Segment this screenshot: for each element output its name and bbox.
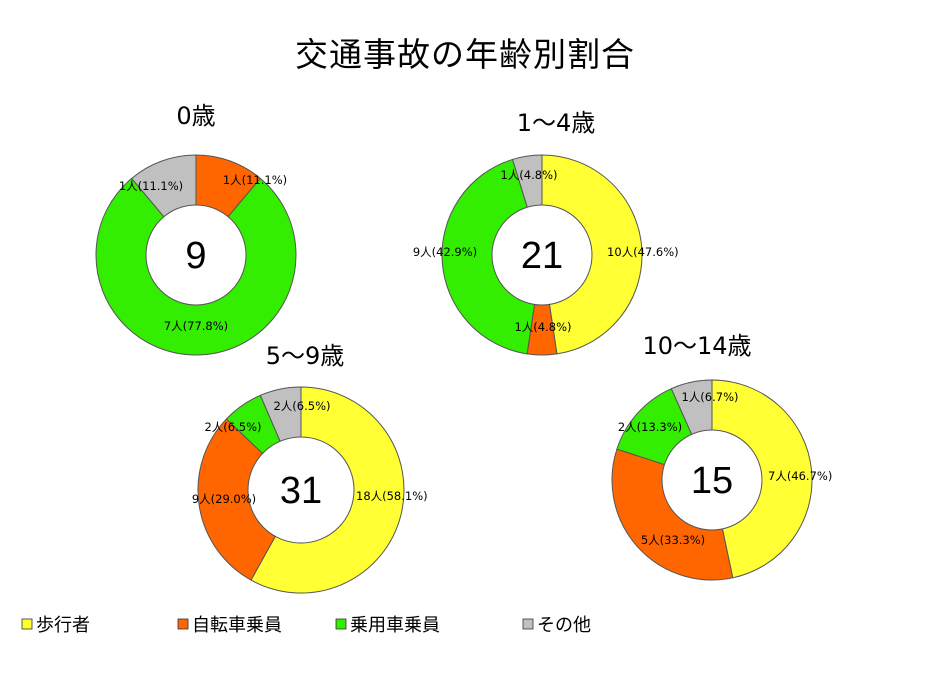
- slice-label: 18人(58.1%): [356, 489, 428, 503]
- page-title: 交通事故の年齢別割合: [295, 35, 635, 74]
- slice-label: 2人(6.5%): [273, 399, 330, 413]
- legend-swatch: [335, 618, 347, 630]
- legend-label: 自転車乗員: [192, 615, 282, 636]
- legend-swatch: [522, 618, 534, 630]
- slice-label: 1人(4.8%): [514, 320, 571, 334]
- legend-item: 自転車乗員: [177, 615, 282, 636]
- donut-hole: [491, 204, 593, 306]
- legend-item: 歩行者: [21, 615, 90, 636]
- slice-label: 9人(29.0%): [192, 492, 256, 506]
- donut-total: 9: [185, 235, 206, 277]
- chart-age-label: 10～14歳: [642, 332, 751, 360]
- legend-label: 乗用車乗員: [350, 615, 440, 636]
- donut-charts: 0歳 9 1人(11.1%) 7人(77.8%) 1人(11.1%) 1～4歳 21 10人(…: [95, 102, 832, 594]
- slice-label: 2人(6.5%): [204, 420, 261, 434]
- legend-item: その他: [522, 615, 591, 636]
- legend-item: 乗用車乗員: [335, 615, 440, 636]
- slice-label: 7人(46.7%): [768, 469, 832, 483]
- legend-label: 歩行者: [36, 615, 90, 636]
- donut-chart: 0歳 9 1人(11.1%) 7人(77.8%) 1人(11.1%): [95, 102, 297, 356]
- slice-label: 7人(77.8%): [164, 319, 228, 333]
- slice-label: 10人(47.6%): [607, 245, 679, 259]
- slice-label: 1人(4.8%): [500, 168, 557, 182]
- donut-chart: 1～4歳 21 10人(47.6%) 1人(4.8%) 9人(42.9%) 1人(4.8%…: [413, 109, 679, 356]
- legend-label: その他: [537, 615, 591, 636]
- donut-chart: 10～14歳 15 7人(46.7%) 5人(33.3%) 2人(13.3%) 1人(6.…: [611, 332, 832, 581]
- donut-hole: [661, 429, 763, 531]
- donut-chart: 5～9歳 31 18人(58.1%) 9人(29.0%) 2人(6.5%) 2人(6.5%…: [192, 342, 428, 594]
- slice-label: 1人(6.7%): [681, 390, 738, 404]
- legend: 歩行者 自転車乗員 乗用車乗員 その他: [21, 615, 591, 636]
- donut-total: 15: [691, 460, 733, 502]
- chart-age-label: 0歳: [176, 102, 215, 130]
- donut-total: 21: [521, 235, 563, 277]
- slice-label: 1人(11.1%): [223, 173, 287, 187]
- legend-swatch: [21, 618, 33, 630]
- slice-label: 2人(13.3%): [618, 420, 682, 434]
- donut-total: 31: [280, 470, 322, 512]
- slice-label: 1人(11.1%): [119, 179, 183, 193]
- donut-hole: [247, 436, 355, 544]
- donut-hole: [145, 204, 247, 306]
- chart-age-label: 1～4歳: [517, 109, 596, 137]
- legend-swatch: [177, 618, 189, 630]
- slice-label: 5人(33.3%): [641, 533, 705, 547]
- chart-age-label: 5～9歳: [266, 342, 345, 370]
- slice-label: 9人(42.9%): [413, 245, 477, 259]
